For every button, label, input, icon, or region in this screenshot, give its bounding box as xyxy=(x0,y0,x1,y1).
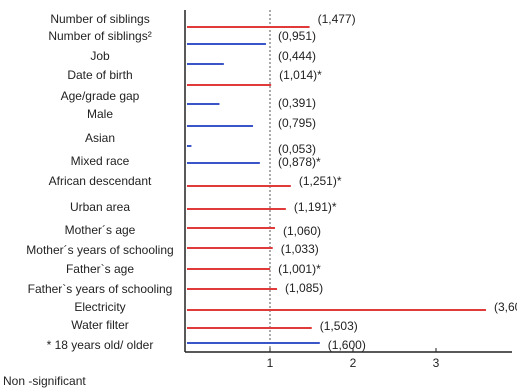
value-label: (0,951) xyxy=(278,29,316,43)
category-label: Urban area xyxy=(70,200,130,214)
value-label: (1,085) xyxy=(285,281,323,295)
category-label: Job xyxy=(90,49,110,63)
category-label: * 18 years old/ older xyxy=(47,338,154,352)
value-label: (1,191)* xyxy=(294,200,337,214)
value-label: (1,060) xyxy=(283,224,321,238)
x-tick-label: 1 xyxy=(267,356,274,370)
value-label: (1,014)* xyxy=(279,68,322,82)
category-label: Water filter xyxy=(71,318,129,332)
category-label: Male xyxy=(87,107,113,121)
value-label: (1,001)* xyxy=(278,262,321,276)
value-label: (0,053) xyxy=(278,142,316,156)
category-label: African descendant xyxy=(49,174,152,188)
category-label: Mixed race xyxy=(71,154,130,168)
x-tick-label: 3 xyxy=(433,356,440,370)
value-label: (0,391) xyxy=(278,96,316,110)
category-label: Number of siblings² xyxy=(48,29,151,43)
x-tick-label: 2 xyxy=(350,356,357,370)
value-label: (0,795) xyxy=(278,116,316,130)
value-label: (1,600) xyxy=(328,338,366,352)
value-label: (1,477) xyxy=(318,12,356,26)
category-label: Father`s years of schooling xyxy=(28,282,173,296)
category-label: Father`s age xyxy=(66,262,134,276)
category-label: Asian xyxy=(85,131,115,145)
value-label: (0,878)* xyxy=(278,155,321,169)
value-label: (1,033) xyxy=(281,242,319,256)
value-label: (3,602) xyxy=(494,300,517,314)
value-label: (0,444) xyxy=(278,49,316,63)
category-label: Number of siblings xyxy=(50,12,149,26)
value-label: (1,503) xyxy=(320,319,358,333)
category-label: Date of birth xyxy=(67,68,132,82)
category-label: Electricity xyxy=(74,300,125,314)
note: Non -significant xyxy=(3,374,86,388)
category-label: Mother´s years of schooling xyxy=(26,243,173,257)
category-label: Age/grade gap xyxy=(61,89,140,103)
value-label: (1,251)* xyxy=(299,174,342,188)
category-label: Mother´s age xyxy=(65,223,136,237)
